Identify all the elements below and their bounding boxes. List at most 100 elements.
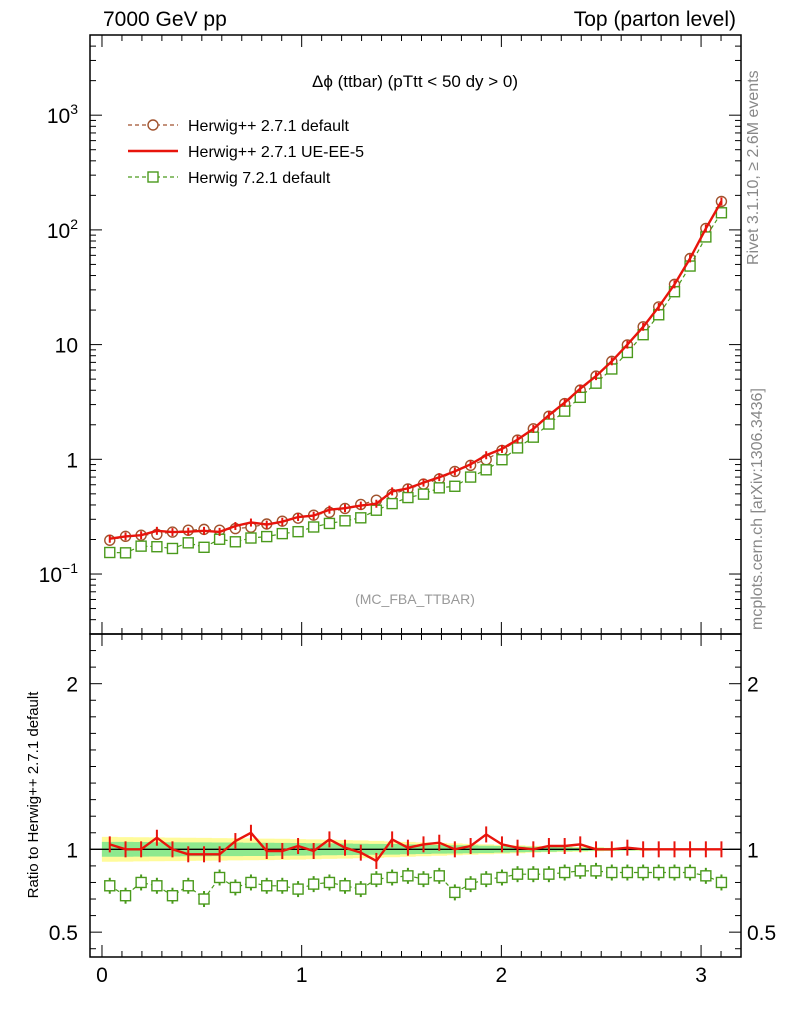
main-series-line	[109, 200, 723, 540]
main-y-tick-label: 102	[47, 216, 78, 243]
legend-label: Herwig++ 2.7.1 default	[188, 118, 350, 135]
ratio-data-point-square	[668, 866, 681, 879]
main-y-tick-label-base: 1	[66, 449, 78, 472]
ratio-data-point-square	[135, 876, 147, 889]
ratio-data-point-square	[182, 880, 194, 892]
x-tick-label: 3	[695, 964, 707, 987]
data-point-square	[543, 418, 555, 430]
ratio-data-point-square	[119, 890, 132, 902]
ratio-data-point-square	[402, 870, 414, 882]
data-point-square	[323, 517, 336, 530]
data-point-square	[229, 536, 242, 548]
main-y-tick-label-exponent: −1	[62, 560, 78, 576]
ratio-data-point-square	[606, 866, 618, 879]
ratio-y-tick-label-left: 2	[66, 674, 78, 697]
ratio-data-point-square	[496, 871, 508, 884]
x-tick-label: 1	[296, 964, 308, 987]
data-point-square	[276, 527, 289, 540]
main-y-tick-label: 103	[47, 101, 78, 128]
data-point-square	[166, 542, 179, 555]
main-series-1	[108, 197, 723, 543]
data-point-square	[433, 482, 445, 494]
ratio-data-point-square	[323, 876, 336, 889]
main-series-0	[104, 195, 728, 546]
main-y-tick-label-base: 10	[39, 564, 62, 587]
main-series-line	[109, 212, 722, 554]
ratio-y-tick-label-right: 1	[747, 839, 759, 862]
ratio-data-point-square	[276, 880, 289, 892]
ratio-data-point-square	[715, 876, 728, 889]
ratio-data-point-square	[480, 873, 492, 885]
ratio-data-point-square	[433, 870, 445, 882]
ratio-data-point-square	[339, 880, 351, 892]
ratio-data-point-square	[166, 890, 179, 902]
ratio-y-tick-label-right: 0.5	[747, 922, 776, 945]
ratio-plot-frame	[89, 633, 742, 958]
ratio-data-point-square	[558, 866, 571, 879]
x-tick-label: 2	[496, 964, 508, 987]
data-point-square	[245, 532, 257, 544]
ratio-data-point-square	[104, 880, 116, 892]
main-series-line	[109, 201, 722, 541]
ratio-panel: 0.5 0.5 1 1 2 2 0 1 2 3 Ratio to Herwig++ 2.7.1 de…	[25, 633, 776, 987]
legend-label: Herwig++ 2.7.1 UE-EE-5	[188, 144, 364, 161]
data-point-square	[135, 540, 147, 552]
ratio-data-point-square	[307, 878, 320, 890]
ratio-data-point-square	[386, 871, 398, 884]
ratio-y-tick-label-left: 1	[66, 839, 78, 862]
data-point-square	[527, 431, 540, 443]
ratio-data-point-square	[543, 868, 555, 880]
data-point-square	[449, 480, 461, 492]
ratio-data-point-square	[621, 866, 634, 879]
x-tick-label: 0	[96, 964, 108, 987]
data-point-square	[496, 454, 508, 466]
header-right-label: Top (parton level)	[573, 8, 736, 31]
data-point-square	[355, 512, 367, 524]
data-point-square	[261, 530, 273, 543]
data-point-square	[402, 491, 414, 504]
main-series-2	[104, 207, 728, 559]
ratio-data-point-square	[229, 881, 242, 894]
main-y-tick-label: 1	[66, 449, 78, 472]
ratio-data-point-square	[590, 865, 602, 877]
ratio-series-1	[104, 862, 728, 908]
ratio-series-line	[109, 870, 722, 900]
ratio-data-point-square	[151, 880, 163, 892]
ratio-data-point-square	[213, 871, 226, 884]
data-point-square	[715, 207, 728, 219]
ratio-y-axis-label: Ratio to Herwig++ 2.7.1 default	[25, 691, 42, 899]
main-y-tick-label: 10−1	[39, 560, 79, 587]
ratio-data-point-square	[637, 866, 649, 879]
ratio-data-point-square	[370, 873, 383, 885]
ratio-data-point-square	[574, 865, 586, 877]
main-y-tick-label-base: 10	[55, 335, 78, 358]
main-y-tick-label-exponent: 3	[70, 101, 78, 117]
main-y-tick-label: 10	[55, 335, 78, 358]
data-point-square	[558, 405, 571, 417]
legend-marker-square	[147, 171, 159, 183]
data-point-square	[151, 541, 163, 553]
ratio-data-point-square	[292, 883, 304, 895]
ratio-data-point-square	[700, 870, 712, 882]
main-y-tick-label-base: 10	[47, 105, 70, 128]
data-point-square	[417, 488, 430, 500]
data-point-square	[292, 525, 304, 538]
legend-label: Herwig 7.2.1 default	[188, 170, 331, 187]
chart-watermark: (MC_FBA_TTBAR)	[355, 591, 475, 607]
data-point-square	[464, 471, 477, 483]
ratio-data-point-square	[198, 893, 210, 905]
ratio-data-point-square	[684, 866, 696, 879]
legend-marker-circle	[147, 119, 159, 131]
ratio-data-point-square	[355, 883, 367, 895]
ratio-data-point-square	[653, 866, 665, 879]
legend-item: Herwig++ 2.7.1 UE-EE-5	[128, 144, 364, 161]
data-point-square	[104, 546, 116, 559]
data-point-square	[386, 497, 398, 510]
ratio-y-tick-label-left: 0.5	[49, 922, 78, 945]
data-point-square	[182, 537, 194, 549]
main-y-tick-label-base: 10	[47, 220, 70, 243]
header-left-label: 7000 GeV pp	[103, 8, 227, 31]
data-point-square	[119, 547, 132, 559]
